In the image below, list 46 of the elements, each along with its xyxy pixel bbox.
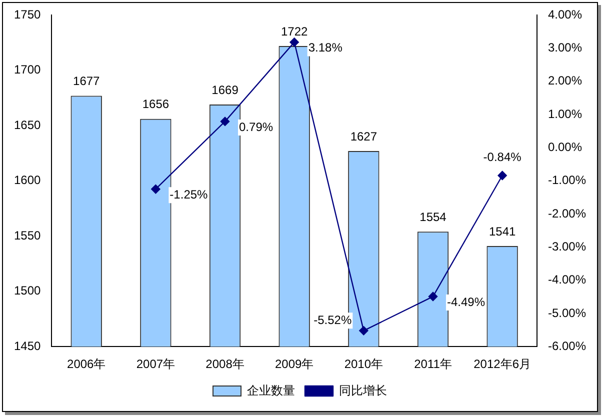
data-label: 1677 bbox=[73, 74, 100, 88]
y2-tick-label: -2.00% bbox=[548, 206, 586, 220]
x-tick-label: 2006年 bbox=[67, 357, 106, 372]
x-tick-label: 2007年 bbox=[136, 357, 176, 372]
y-tick-label: 1450 bbox=[14, 338, 42, 353]
data-label: -0.84% bbox=[483, 150, 522, 164]
y-tick-label: 1600 bbox=[14, 173, 42, 188]
data-label: 1541 bbox=[488, 224, 516, 238]
y-tick-label: 1700 bbox=[14, 62, 42, 77]
data-label: -4.49% bbox=[446, 294, 486, 309]
y2-tick-label: -6.00% bbox=[548, 338, 586, 353]
data-label: 1554 bbox=[420, 210, 447, 224]
data-label: 1722 bbox=[280, 24, 308, 38]
y2-tick-label: -3.00% bbox=[548, 239, 586, 254]
x-tick-label: 2011年 bbox=[414, 357, 452, 372]
point bbox=[498, 170, 507, 180]
legend-label: 同比增长 bbox=[339, 383, 387, 398]
legend-label: 企业数量 bbox=[247, 383, 295, 398]
y2-tick-label: -4.00% bbox=[548, 272, 586, 287]
y2-tick-label: 4.00% bbox=[548, 7, 582, 22]
data-label: -5.52% bbox=[314, 312, 352, 327]
y-tick-label: 1500 bbox=[14, 284, 42, 298]
y-tick-label: 1550 bbox=[14, 228, 42, 242]
data-label: 1669 bbox=[212, 82, 239, 97]
y2-tick-label: -1.00% bbox=[548, 173, 586, 188]
y2-tick-label: 1.00% bbox=[548, 106, 582, 121]
data-label: 3.18% bbox=[308, 40, 343, 55]
data-label: 0.79% bbox=[239, 120, 274, 134]
point bbox=[359, 326, 368, 336]
y-tick-label: 1650 bbox=[14, 118, 42, 132]
y2-tick-label: 2.00% bbox=[548, 74, 582, 88]
data-label: 1656 bbox=[142, 97, 170, 112]
x-tick-label: 2012年6月 bbox=[474, 357, 532, 372]
point bbox=[290, 38, 299, 47]
data-label: 1627 bbox=[350, 129, 378, 144]
x-tick-label: 2010年 bbox=[344, 357, 384, 372]
y2-tick-label: -5.00% bbox=[548, 306, 586, 320]
point bbox=[220, 116, 230, 126]
y-tick-label: 1750 bbox=[14, 7, 42, 22]
point bbox=[151, 184, 160, 194]
data-label: -1.25% bbox=[170, 187, 208, 202]
y2-tick-label: 0.00% bbox=[548, 140, 582, 154]
y2-tick-label: 3.00% bbox=[548, 40, 582, 54]
x-tick-label: 2008年 bbox=[206, 357, 244, 372]
point bbox=[428, 292, 438, 302]
x-tick-label: 2009年 bbox=[274, 357, 314, 372]
